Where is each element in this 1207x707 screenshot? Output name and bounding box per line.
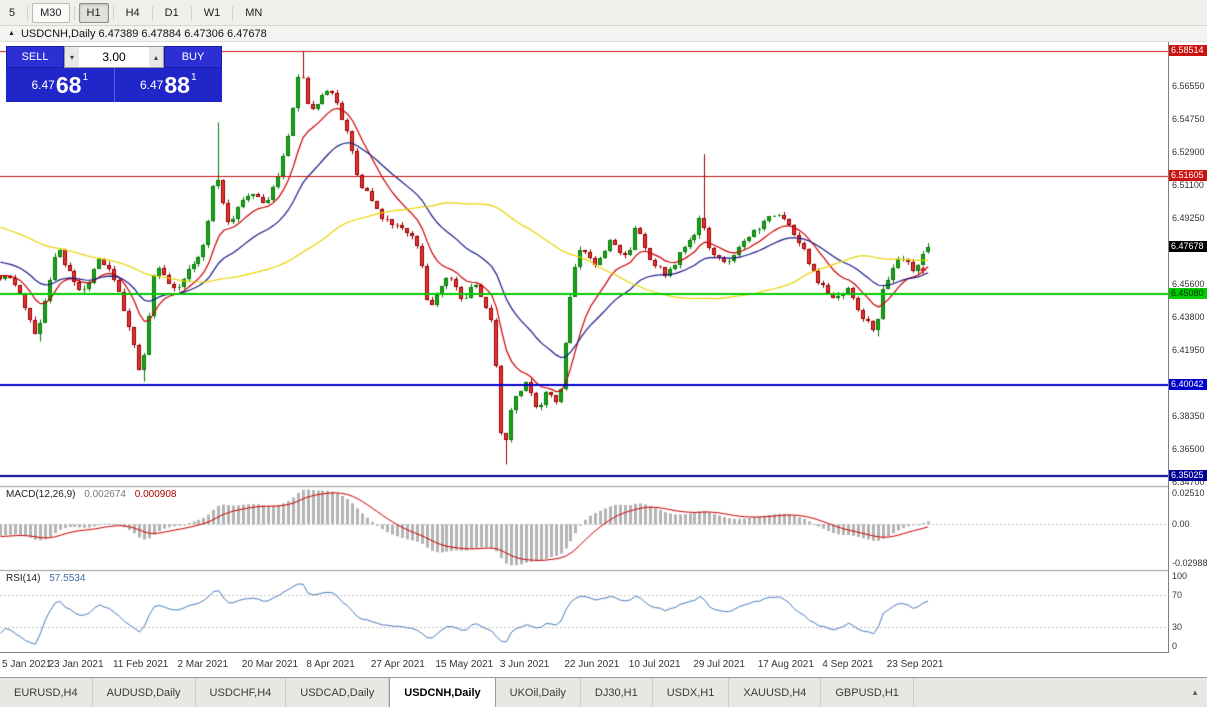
one-click-trading-panel: SELL ▾ 3.00 ▴ BUY 6.47 68 1 6.47 88 1 (6, 46, 222, 102)
rsi-name: RSI(14) (6, 573, 41, 584)
price-axis-tag: 6.51605 (1169, 169, 1207, 181)
chart-plot-area[interactable] (0, 42, 1169, 653)
price-axis-tag: 6.58514 (1169, 44, 1207, 56)
chart-tab-dj30-h1[interactable]: DJ30,H1 (581, 678, 653, 707)
macd-indicator-label: MACD(12,26,9) 0.002674 0.000908 (6, 489, 176, 500)
macd-scale-label: -0.02988 (1172, 558, 1207, 568)
spread-value: 3.00 (102, 50, 126, 64)
chart-tab-usdcad-daily[interactable]: USDCAD,Daily (286, 678, 390, 707)
date-axis[interactable]: 5 Jan 2021 23 Jan 2021 11 Feb 2021 2 Mar 20… (0, 653, 1168, 677)
buy-price-prefix: 6.47 (139, 78, 164, 92)
date-axis-label: 23 Sep 2021 (886, 659, 944, 670)
date-axis-label: 15 May 2021 (435, 659, 494, 670)
tab-overflow-icon[interactable]: ▴ (1192, 687, 1198, 697)
rsi-indicator-label: RSI(14) 57.5534 (6, 573, 85, 584)
macd-signal-value: 0.000908 (134, 489, 177, 500)
chart-tab-usdx-h1[interactable]: USDX,H1 (653, 678, 730, 707)
rsi-scale-label: 70 (1172, 589, 1183, 600)
chart-tab-usdchf-h4[interactable]: USDCHF,H4 (196, 678, 287, 707)
chart-tab-xauusd-h4[interactable]: XAUUSD,H4 (729, 678, 822, 707)
sell-price[interactable]: 6.47 68 1 (6, 68, 114, 102)
toolbar-separator (73, 5, 75, 20)
price-axis-label: 6.52900 (1172, 147, 1205, 158)
spinner-up-icon[interactable]: ▴ (149, 47, 163, 67)
tab-bar-spacer (914, 678, 1183, 707)
chart-tab-audusd-daily[interactable]: AUDUSD,Daily (93, 678, 196, 707)
price-axis-tag: 6.35025 (1169, 469, 1207, 481)
timeframe-button-h4[interactable]: H4 (118, 3, 148, 23)
price-axis-tag: 6.47678 (1169, 240, 1207, 252)
date-axis-label: 3 Jun 2021 (499, 659, 550, 670)
date-axis-label: 27 Apr 2021 (370, 659, 425, 670)
date-axis-label: 11 Feb 2021 (112, 659, 169, 670)
date-axis-label: 10 Jul 2021 (628, 659, 681, 670)
price-axis-tag: 6.40042 (1169, 379, 1207, 390)
timeframe-button-w1[interactable]: W1 (196, 3, 229, 23)
buy-price-sup: 1 (190, 72, 197, 83)
price-axis[interactable]: 6.56550 6.54750 6.52900 6.51100 6.49250 6.456… (1169, 42, 1207, 653)
chart-tab-usdcnh-daily[interactable]: USDCNH,Daily (389, 678, 496, 707)
date-axis-label: 20 Mar 2021 (241, 659, 299, 670)
rsi-value: 57.5534 (49, 573, 86, 584)
price-axis-tag: 6.45080 (1169, 287, 1207, 299)
date-axis-label: 29 Jul 2021 (693, 659, 745, 670)
macd-main-value: 0.002674 (84, 489, 126, 500)
price-axis-label: 6.51100 (1172, 179, 1204, 190)
timeframe-button-d1[interactable]: D1 (157, 3, 187, 23)
macd-scale-label: 0.02510 (1172, 488, 1205, 498)
timeframe-toolbar: 5 M30 H1 H4 D1 W1 MN (0, 0, 1207, 26)
rsi-scale-label: 0 (1172, 641, 1178, 651)
timeframe-button-h1[interactable]: H1 (78, 2, 109, 23)
timeframe-button-mn[interactable]: MN (237, 3, 270, 23)
rsi-scale-label: 30 (1172, 622, 1183, 633)
sell-price-big: 68 (55, 71, 82, 98)
macd-scale-label: 0.00 (1172, 519, 1190, 530)
buy-button[interactable]: BUY (164, 46, 222, 68)
date-axis-label: 23 Jan 2021 (48, 659, 104, 670)
date-axis-label: 5 Jan 2021 (2, 659, 52, 670)
chart-title-text: USDCNH,Daily 6.47389 6.47884 6.47306 6.4… (20, 27, 267, 40)
macd-name: MACD(12,26,9) (6, 489, 76, 500)
buy-price-big: 88 (164, 71, 190, 98)
chart-tab-ukoil-daily[interactable]: UKOil,Daily (496, 678, 581, 707)
price-axis-label: 6.34700 (1172, 476, 1205, 487)
timeframe-button-m30[interactable]: M30 (32, 2, 70, 23)
price-axis-label: 6.45600 (1172, 279, 1205, 290)
toolbar-separator (151, 5, 153, 20)
spread-spinner[interactable]: ▾ 3.00 ▴ (64, 46, 164, 68)
date-axis-label: 4 Sep 2021 (822, 659, 874, 670)
price-chart-canvas[interactable] (0, 42, 1168, 652)
toolbar-separator (27, 5, 29, 20)
timeframe-button-5[interactable]: 5 (1, 3, 23, 23)
sell-price-prefix: 6.47 (31, 78, 55, 92)
price-axis-label: 6.41950 (1172, 345, 1205, 356)
price-axis-label: 6.38350 (1172, 410, 1205, 421)
trade-panel-controls: SELL ▾ 3.00 ▴ BUY (6, 46, 222, 68)
price-axis-label: 6.56550 (1172, 81, 1205, 92)
rsi-scale-label: 100 (1172, 571, 1188, 581)
chart-tab-eurusd-h4[interactable]: EURUSD,H4 (0, 678, 93, 707)
price-axis-label: 6.36500 (1172, 444, 1205, 455)
toolbar-separator (232, 5, 234, 20)
date-axis-label: 17 Aug 2021 (757, 659, 814, 670)
spinner-down-icon[interactable]: ▾ (65, 47, 79, 67)
chart-tab-bar: EURUSD,H4 AUDUSD,Daily USDCHF,H4 USDCAD,Dai… (0, 677, 1207, 707)
trade-panel-prices: 6.47 68 1 6.47 88 1 (6, 68, 222, 102)
date-axis-label: 2 Mar 2021 (177, 659, 229, 670)
chart-title-bar: ▲ USDCNH,Daily 6.47389 6.47884 6.47306 6… (0, 26, 1207, 42)
chart-tab-gbpusd-h1[interactable]: GBPUSD,H1 (821, 678, 914, 707)
sell-price-sup: 1 (82, 72, 88, 83)
price-axis-label: 6.54750 (1172, 113, 1205, 124)
one-click-collapse-icon[interactable]: ▲ (8, 30, 15, 37)
date-axis-label: 8 Apr 2021 (306, 659, 355, 670)
sell-button[interactable]: SELL (6, 46, 64, 68)
buy-price[interactable]: 6.47 88 1 (113, 68, 222, 102)
toolbar-separator (190, 5, 192, 20)
price-axis-label: 6.49250 (1172, 213, 1205, 224)
date-axis-label: 22 Jun 2021 (564, 659, 620, 670)
toolbar-separator (112, 5, 114, 20)
price-axis-label: 6.43800 (1172, 312, 1205, 322)
